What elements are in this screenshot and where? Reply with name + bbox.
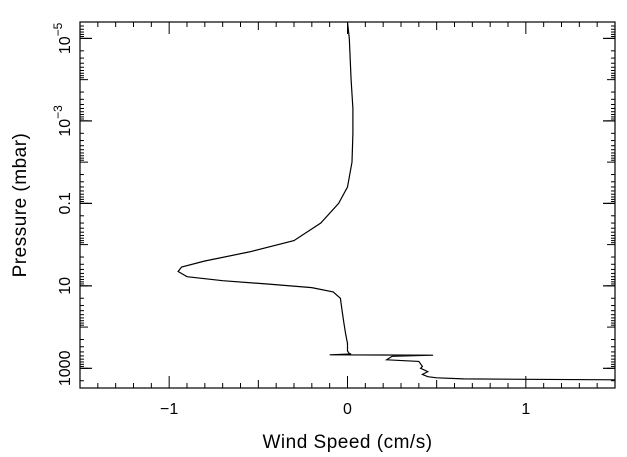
y-tick-label: 10 [57,277,74,295]
y-tick-label: 0.1 [57,192,74,214]
tick-labels: 1000 10 0.1 10−3 10−5 −1 0 1 [51,22,530,418]
y-tick-label: 10−3 [51,105,74,137]
y-tick-label: 1000 [57,350,74,386]
y-axis-title: Pressure (mbar) [10,133,31,278]
x-axis-title: Wind Speed (cm/s) [262,432,432,453]
x-tick-label: −1 [160,401,178,418]
major-ticks [80,37,615,369]
x-tick-label: 0 [343,401,352,418]
minor-ticks [79,21,616,389]
wind-speed-series-line [177,21,616,381]
x-tick-label: 1 [521,401,530,418]
plot-frame [79,21,616,389]
y-tick-label: 10−5 [51,22,74,54]
